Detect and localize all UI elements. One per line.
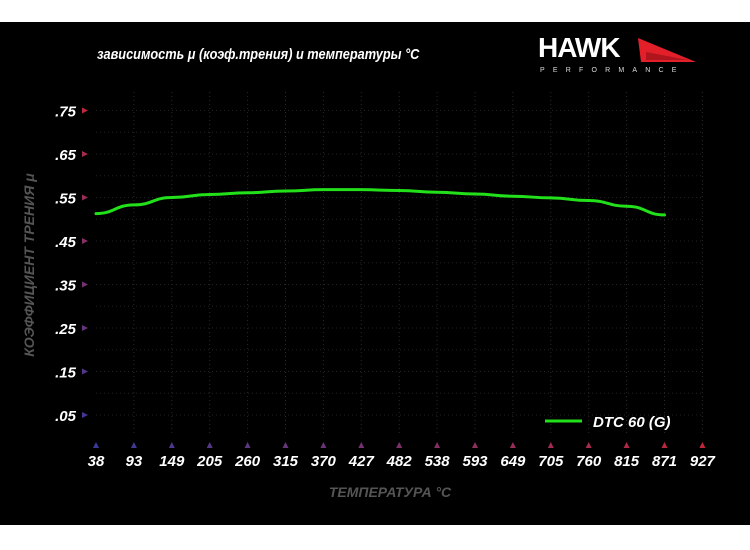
y-tick-label: .35 [55,278,77,295]
grid [96,92,703,436]
x-tick-arrow-icon [661,442,668,448]
x-tick-arrow-icon [509,442,516,448]
x-tick-arrow-icon [206,442,213,448]
y-tick-label: .25 [55,321,77,338]
x-tick-arrow-icon [434,442,441,448]
chart-panel [0,22,750,525]
x-tick-arrow-icon [168,442,175,448]
x-tick-arrow-icon [93,442,99,448]
x-tick-label: 149 [159,453,185,470]
x-tick-arrow-icon [282,442,289,448]
x-tick-arrow-icon [130,442,137,448]
y-tick-label: .55 [55,191,77,208]
x-tick-arrow-icon [358,442,365,448]
x-tick-label: 538 [425,453,451,470]
series-line-dtc60 [94,188,666,217]
logo-word: HAWK [538,32,621,63]
x-tick-label: 760 [576,453,602,470]
hawk-logo: HAWK PERFORMANCE [538,34,698,80]
x-axis-label: ТЕМПЕРАТУРА °C [329,484,452,500]
y-tick-label: .65 [55,147,77,164]
x-tick-arrow-icon [396,442,403,448]
y-tick-arrow-icon [82,238,88,244]
x-tick-label: 370 [311,453,337,470]
x-tick-label: 927 [690,453,716,470]
x-tick-label: 815 [614,453,640,470]
y-tick-arrow-icon [82,368,88,375]
y-tick-label: .75 [55,104,77,121]
x-tick-arrow-icon [699,442,706,448]
legend-label: DTC 60 (G) [593,414,671,431]
x-tick-label: 649 [500,453,526,470]
logo-sub: PERFORMANCE [540,67,685,74]
x-tick-label: 93 [126,453,143,470]
x-tick-arrow-icon [244,442,251,448]
y-tick-arrow-icon [82,194,88,201]
y-tick-label: .45 [55,234,77,251]
chart-title: зависимость μ (коэф.трения) и температур… [97,46,420,63]
y-tick-arrow-icon [82,281,88,288]
x-tick-label: 705 [538,453,564,470]
x-tick-label: 482 [386,453,413,470]
x-tick-label: 871 [652,453,677,470]
y-tick-arrow-icon [82,151,88,157]
x-tick-label: 260 [234,453,261,470]
x-tick-arrow-icon [623,442,630,448]
x-tick-arrow-icon [585,442,592,448]
x-tick-label: 427 [348,453,375,470]
y-tick-label: .05 [55,408,77,425]
x-tick-label: 38 [88,453,105,470]
y-tick-arrow-icon [82,412,88,418]
x-tick-label: 315 [273,453,299,470]
y-tick-label: .15 [55,365,77,382]
x-tick-arrow-icon [472,442,478,448]
x-tick-label: 593 [462,453,488,470]
y-tick-arrow-icon [82,107,88,114]
y-tick-arrow-icon [82,325,88,331]
x-tick-arrow-icon [320,442,327,448]
logo-wing-icon [638,38,696,62]
y-axis-label: КОЭФФИЦИЕНТ ТРЕНИЯ μ [21,173,37,357]
x-tick-arrow-icon [547,442,554,448]
x-tick-label: 205 [196,453,223,470]
